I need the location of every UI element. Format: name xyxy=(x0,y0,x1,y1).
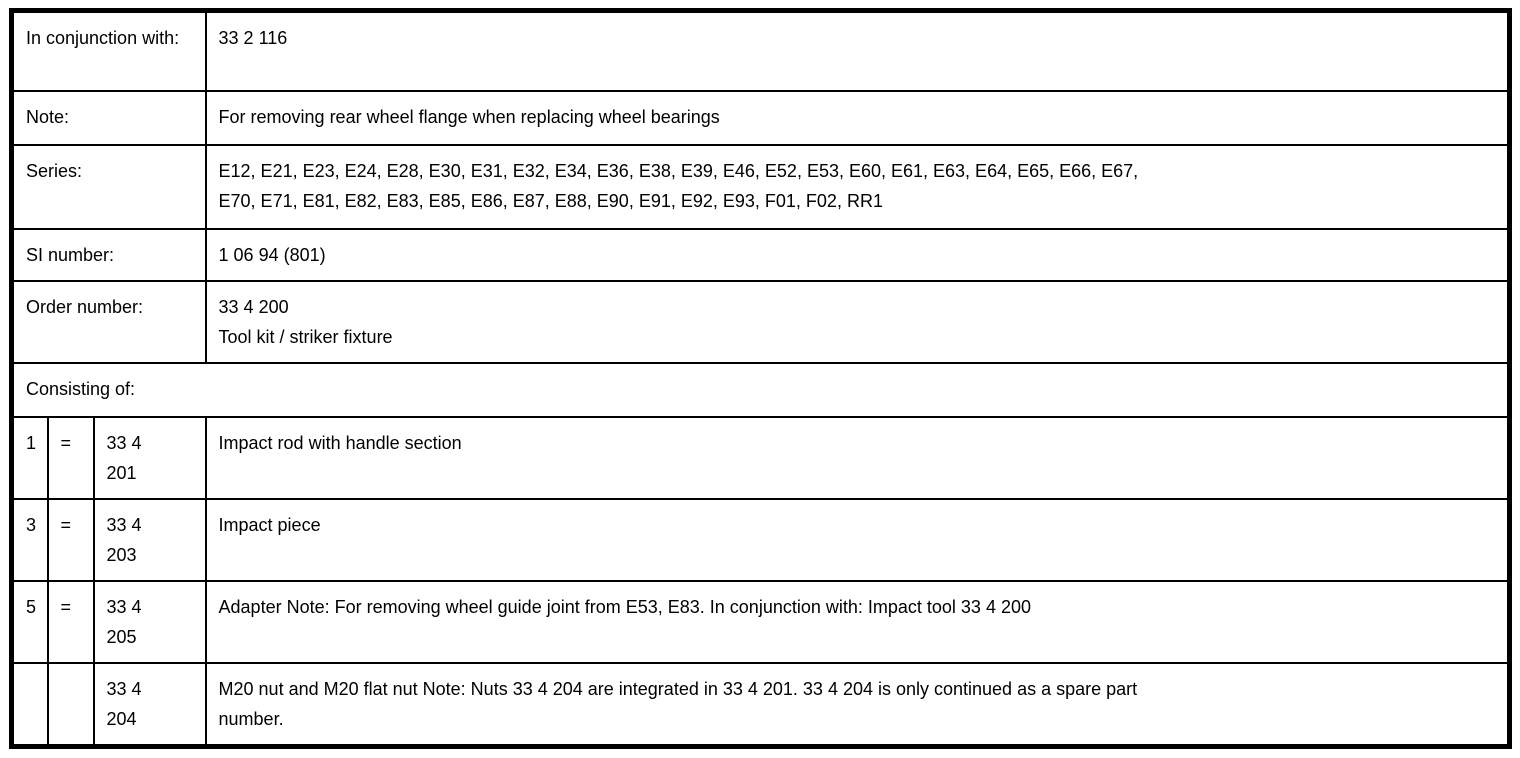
part-pos xyxy=(10,661,49,748)
info-row-order-number: Order number: 33 4 200 Tool kit / strike… xyxy=(10,279,1511,364)
part-row: 33 4 204 M20 nut and M20 flat nut Note: … xyxy=(10,661,1511,748)
info-row-value: 1 06 94 (801) xyxy=(204,227,1511,282)
part-description: Adapter Note: For removing wheel guide j… xyxy=(204,579,1511,664)
info-row-si-number: SI number: 1 06 94 (801) xyxy=(10,227,1511,282)
part-equals: = xyxy=(46,497,95,582)
part-pos: 1 xyxy=(10,415,49,500)
info-row-note: Note: For removing rear wheel flange whe… xyxy=(10,89,1511,146)
part-number: 33 4 204 xyxy=(92,661,207,748)
info-row-label: Series: xyxy=(10,143,207,230)
info-row-series: Series: E12, E21, E23, E24, E28, E30, E3… xyxy=(10,143,1511,230)
part-row: 5 = 33 4 205 Adapter Note: For removing … xyxy=(10,579,1511,664)
part-row: 1 = 33 4 201 Impact rod with handle sect… xyxy=(10,415,1511,500)
info-row-label: Note: xyxy=(10,89,207,146)
info-row-in-conjunction: In conjunction with: 33 2 116 xyxy=(10,9,1511,92)
part-description: M20 nut and M20 flat nut Note: Nuts 33 4… xyxy=(204,661,1511,748)
info-row-label: SI number: xyxy=(10,227,207,282)
info-row-value: E12, E21, E23, E24, E28, E30, E31, E32, … xyxy=(204,143,1511,230)
part-equals: = xyxy=(46,579,95,664)
info-row-label: In conjunction with: xyxy=(10,9,207,92)
part-number: 33 4 205 xyxy=(92,579,207,664)
section-header-row: Consisting of: xyxy=(10,361,1511,418)
info-row-value: 33 4 200 Tool kit / striker fixture xyxy=(204,279,1511,364)
part-number: 33 4 201 xyxy=(92,415,207,500)
part-number: 33 4 203 xyxy=(92,497,207,582)
info-row-value: For removing rear wheel flange when repl… xyxy=(204,89,1511,146)
part-description: Impact piece xyxy=(204,497,1511,582)
spec-table: In conjunction with: 33 2 116 Note: For … xyxy=(9,8,1512,749)
part-pos: 3 xyxy=(10,497,49,582)
section-header: Consisting of: xyxy=(10,361,1511,418)
info-row-value: 33 2 116 xyxy=(204,9,1511,92)
info-row-label: Order number: xyxy=(10,279,207,364)
part-pos: 5 xyxy=(10,579,49,664)
part-row: 3 = 33 4 203 Impact piece xyxy=(10,497,1511,582)
part-equals: = xyxy=(46,415,95,500)
part-description: Impact rod with handle section xyxy=(204,415,1511,500)
part-equals xyxy=(46,661,95,748)
